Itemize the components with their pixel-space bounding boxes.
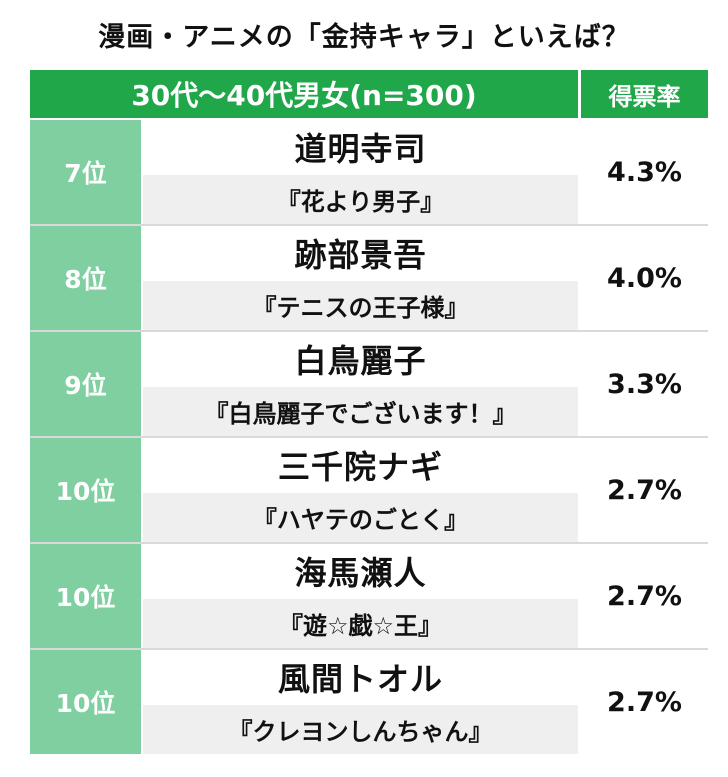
work-title: 『クレヨンしんちゃん』 bbox=[143, 705, 578, 754]
vote-rate: 4.0% bbox=[581, 226, 708, 330]
row-divider bbox=[30, 330, 708, 332]
character-name: 跡部景吾 bbox=[143, 226, 578, 279]
row-divider bbox=[30, 436, 708, 438]
row-divider bbox=[30, 648, 708, 650]
rank-cell: 9位 bbox=[30, 332, 141, 436]
table-row: 10位 海馬瀬人 『遊☆戯☆王』 2.7% bbox=[30, 544, 708, 648]
work-title: 『ハヤテのごとく』 bbox=[143, 493, 578, 542]
character-name: 風間トオル bbox=[143, 650, 578, 703]
work-title: 『遊☆戯☆王』 bbox=[143, 599, 578, 648]
rank-cell: 10位 bbox=[30, 650, 141, 754]
rank-cell: 10位 bbox=[30, 438, 141, 542]
row-divider bbox=[30, 224, 708, 226]
chart-title: 漫画・アニメの「金持キャラ」といえば？ bbox=[98, 21, 630, 53]
header-rate-label: 得票率 bbox=[581, 70, 708, 118]
vote-rate: 4.3% bbox=[581, 120, 708, 224]
rank-cell: 10位 bbox=[30, 544, 141, 648]
rank-cell: 8位 bbox=[30, 226, 141, 330]
vote-rate: 2.7% bbox=[581, 438, 708, 542]
vote-rate: 3.3% bbox=[581, 332, 708, 436]
character-name: 道明寺司 bbox=[143, 120, 578, 173]
character-name: 白鳥麗子 bbox=[143, 332, 578, 385]
character-name: 三千院ナギ bbox=[143, 438, 578, 491]
rank-cell: 7位 bbox=[30, 120, 141, 224]
table-row: 7位 道明寺司 『花より男子』 4.3% bbox=[30, 120, 708, 224]
ranking-table: 7位 道明寺司 『花より男子』 4.3% 8位 跡部景吾 『テニスの王子様』 4… bbox=[30, 120, 708, 754]
vote-rate: 2.7% bbox=[581, 544, 708, 648]
work-title: 『花より男子』 bbox=[143, 175, 578, 224]
work-title: 『白鳥麗子でございます！』 bbox=[143, 387, 578, 436]
character-name: 海馬瀬人 bbox=[143, 544, 578, 597]
table-row: 9位 白鳥麗子 『白鳥麗子でございます！』 3.3% bbox=[30, 332, 708, 436]
work-title: 『テニスの王子様』 bbox=[143, 281, 578, 330]
vote-rate: 2.7% bbox=[581, 650, 708, 754]
table-row: 10位 三千院ナギ 『ハヤテのごとく』 2.7% bbox=[30, 438, 708, 542]
table-row: 8位 跡部景吾 『テニスの王子様』 4.0% bbox=[30, 226, 708, 330]
header-group-label: 30代〜40代男女(n=300) bbox=[30, 70, 578, 118]
table-row: 10位 風間トオル 『クレヨンしんちゃん』 2.7% bbox=[30, 650, 708, 754]
table-header: 30代〜40代男女(n=300) 得票率 bbox=[30, 70, 708, 118]
row-divider bbox=[30, 542, 708, 544]
